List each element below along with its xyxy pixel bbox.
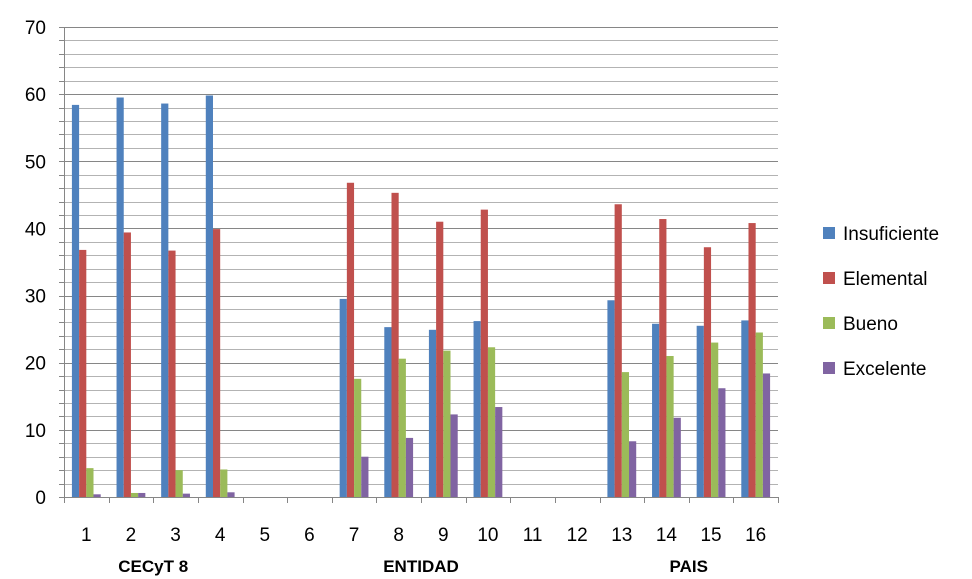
legend-label-bueno: Bueno xyxy=(843,314,898,335)
bar-elemental-15 xyxy=(703,247,712,497)
bar-excelente-4 xyxy=(227,492,235,497)
y-tick-label: 20 xyxy=(25,354,46,375)
x-tick-label: 4 xyxy=(215,525,226,546)
y-tick-labels: 0 10 20 30 40 50 60 70 xyxy=(25,18,46,509)
y-tick-label: 50 xyxy=(25,152,46,173)
bar-insuficiente-7 xyxy=(339,298,347,497)
bar-bueno-15 xyxy=(711,342,719,497)
bar-elemental-1 xyxy=(79,249,87,497)
group-labels: CECyT 8 ENTIDAD PAIS xyxy=(118,557,708,576)
axes xyxy=(59,27,779,503)
bar-excelente-3 xyxy=(182,493,190,497)
x-tick-label: 9 xyxy=(438,525,449,546)
x-tick-label: 2 xyxy=(126,525,137,546)
bar-excelente-10 xyxy=(495,407,503,497)
bar-bueno-13 xyxy=(621,372,630,497)
bar-bueno-7 xyxy=(354,378,362,497)
y-tick-label: 30 xyxy=(25,287,46,308)
bar-elemental-14 xyxy=(659,219,667,497)
bar-insuficiente-1 xyxy=(71,104,80,497)
x-tick-label: 5 xyxy=(260,525,271,546)
bar-bueno-4 xyxy=(220,469,228,497)
group-label: PAIS xyxy=(670,557,708,576)
group-label: CECyT 8 xyxy=(118,557,188,576)
x-tick-label: 16 xyxy=(745,525,766,546)
bar-insuficiente-8 xyxy=(384,327,392,497)
bar-excelente-7 xyxy=(361,456,369,497)
x-tick-label: 14 xyxy=(656,525,678,546)
x-tick-label: 8 xyxy=(393,525,404,546)
bar-insuficiente-16 xyxy=(741,320,749,497)
bar-bueno-8 xyxy=(398,358,406,497)
bars xyxy=(71,95,771,498)
bar-insuficiente-2 xyxy=(116,97,124,497)
bar-bueno-1 xyxy=(86,468,94,497)
y-tick-label: 10 xyxy=(25,421,46,442)
y-tick-label: 40 xyxy=(25,219,46,240)
legend-swatch-elemental xyxy=(823,272,835,284)
x-tick-label: 11 xyxy=(523,525,543,546)
bar-excelente-9 xyxy=(450,414,458,497)
bar-insuficiente-13 xyxy=(607,300,615,497)
bar-insuficiente-14 xyxy=(652,323,660,497)
y-tick-label: 0 xyxy=(35,488,46,509)
bar-bueno-16 xyxy=(755,332,763,497)
bar-insuficiente-15 xyxy=(696,325,704,497)
bar-elemental-16 xyxy=(748,223,756,497)
y-tick-label: 70 xyxy=(25,18,46,39)
bar-excelente-16 xyxy=(762,373,771,497)
x-tick-label: 3 xyxy=(170,525,181,546)
bar-insuficiente-3 xyxy=(161,103,169,497)
bar-insuficiente-4 xyxy=(205,95,213,498)
bar-excelente-13 xyxy=(629,441,637,497)
bar-bueno-10 xyxy=(487,347,496,497)
legend-label-insuficiente: Insuficiente xyxy=(843,224,939,245)
legend: Insuficiente Elemental Bueno Excelente xyxy=(823,224,939,380)
x-tick-label: 6 xyxy=(304,525,315,546)
bar-excelente-1 xyxy=(93,494,101,497)
legend-label-excelente: Excelente xyxy=(843,359,926,380)
bar-elemental-13 xyxy=(614,204,622,497)
bar-elemental-8 xyxy=(391,192,399,497)
legend-label-elemental: Elemental xyxy=(843,269,928,290)
bar-bueno-3 xyxy=(175,470,183,497)
legend-swatch-excelente xyxy=(823,362,835,374)
x-tick-label: 12 xyxy=(567,525,588,546)
bar-excelente-15 xyxy=(718,388,726,497)
legend-swatch-insuficiente xyxy=(823,227,835,239)
legend-swatch-bueno xyxy=(823,317,835,329)
x-tick-label: 7 xyxy=(349,525,360,546)
bar-bueno-14 xyxy=(666,356,674,497)
bar-elemental-10 xyxy=(480,209,488,497)
bar-elemental-4 xyxy=(212,229,221,497)
bar-bueno-2 xyxy=(130,492,139,497)
bar-elemental-9 xyxy=(436,221,444,497)
bar-excelente-8 xyxy=(405,437,414,497)
x-tick-label: 13 xyxy=(611,525,632,546)
bar-excelente-2 xyxy=(138,492,146,497)
bar-bueno-9 xyxy=(443,350,451,497)
x-tick-label: 10 xyxy=(477,525,498,546)
x-tick-labels: 1 2 3 4 5 6 7 8 9 10 11 12 13 14 15 16 xyxy=(81,525,766,546)
gridlines xyxy=(64,27,778,485)
y-tick-label: 60 xyxy=(25,85,46,106)
bar-insuficiente-9 xyxy=(428,329,437,497)
bar-elemental-7 xyxy=(346,182,355,497)
bar-elemental-3 xyxy=(168,250,176,497)
bar-insuficiente-10 xyxy=(473,321,481,497)
bar-elemental-2 xyxy=(123,232,131,497)
x-tick-label: 1 xyxy=(81,525,92,546)
group-label: ENTIDAD xyxy=(383,557,459,576)
x-tick-label: 15 xyxy=(700,525,721,546)
bar-excelente-14 xyxy=(673,417,681,497)
